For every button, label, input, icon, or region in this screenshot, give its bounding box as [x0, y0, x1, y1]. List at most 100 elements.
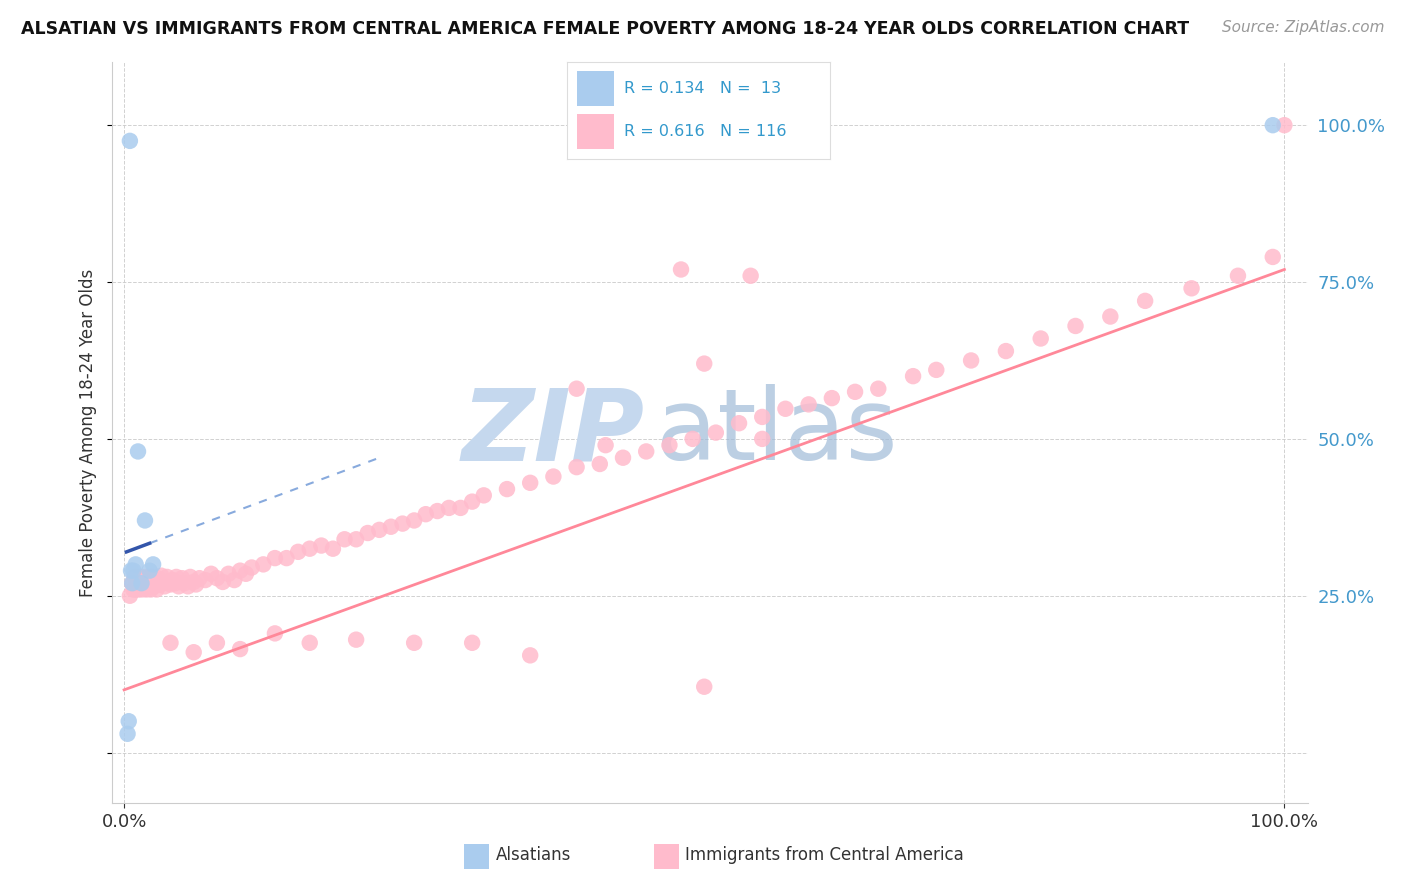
- Point: [118, 134, 141, 148]
- Point: [141, 570, 163, 584]
- Point: [125, 570, 148, 584]
- Point: [121, 576, 143, 591]
- Text: Immigrants from Central America: Immigrants from Central America: [685, 847, 963, 864]
- Point: [118, 714, 141, 729]
- Point: [704, 425, 727, 440]
- Point: [368, 523, 391, 537]
- Point: [437, 500, 460, 515]
- Point: [1064, 318, 1087, 333]
- Point: [131, 576, 153, 591]
- Point: [138, 576, 160, 591]
- Point: [177, 579, 200, 593]
- Point: [131, 570, 153, 584]
- Point: [121, 576, 143, 591]
- Point: [357, 526, 380, 541]
- Point: [960, 353, 983, 368]
- Point: [404, 636, 426, 650]
- Point: [145, 582, 167, 597]
- Point: [194, 573, 217, 587]
- Point: [595, 438, 617, 452]
- Point: [821, 391, 844, 405]
- Point: [264, 626, 287, 640]
- Point: [728, 416, 751, 430]
- Point: [129, 576, 152, 591]
- Point: [775, 401, 797, 416]
- Point: [132, 579, 155, 593]
- Point: [122, 564, 145, 578]
- Text: Alsatians: Alsatians: [496, 847, 572, 864]
- Text: ALSATIAN VS IMMIGRANTS FROM CENTRAL AMERICA FEMALE POVERTY AMONG 18-24 YEAR OLDS: ALSATIAN VS IMMIGRANTS FROM CENTRAL AMER…: [21, 20, 1189, 37]
- Point: [450, 500, 472, 515]
- Point: [136, 579, 159, 593]
- Point: [240, 560, 263, 574]
- Point: [901, 369, 924, 384]
- Point: [276, 551, 298, 566]
- Point: [183, 645, 205, 659]
- Point: [589, 457, 612, 471]
- Text: ZIP: ZIP: [461, 384, 644, 481]
- Y-axis label: Female Poverty Among 18-24 Year Olds: Female Poverty Among 18-24 Year Olds: [79, 268, 97, 597]
- Point: [461, 494, 484, 508]
- Point: [134, 573, 156, 587]
- Point: [136, 570, 159, 584]
- Point: [391, 516, 413, 531]
- Point: [693, 680, 716, 694]
- Point: [235, 566, 257, 581]
- Point: [131, 576, 153, 591]
- Point: [188, 571, 211, 585]
- Point: [1133, 293, 1156, 308]
- Point: [298, 541, 321, 556]
- Point: [565, 382, 588, 396]
- Point: [461, 636, 484, 650]
- Point: [127, 444, 149, 458]
- Point: [125, 582, 148, 597]
- Point: [682, 432, 704, 446]
- Point: [543, 469, 565, 483]
- Point: [150, 568, 173, 582]
- Point: [153, 579, 176, 593]
- Point: [143, 579, 166, 593]
- Point: [658, 438, 681, 452]
- Text: atlas: atlas: [657, 384, 898, 481]
- Point: [138, 573, 160, 587]
- Point: [311, 539, 333, 553]
- Point: [1226, 268, 1249, 283]
- Point: [179, 570, 201, 584]
- Point: [162, 573, 184, 587]
- Point: [1029, 331, 1052, 345]
- Point: [333, 533, 356, 547]
- Point: [519, 475, 541, 490]
- Point: [751, 432, 773, 446]
- Point: [125, 558, 148, 572]
- Point: [139, 582, 162, 597]
- Point: [120, 564, 142, 578]
- Point: [252, 558, 274, 572]
- Point: [404, 513, 426, 527]
- Point: [1180, 281, 1202, 295]
- Point: [205, 571, 228, 585]
- Point: [122, 582, 145, 597]
- Point: [380, 520, 402, 534]
- Point: [148, 574, 170, 589]
- Point: [131, 582, 153, 597]
- Text: Source: ZipAtlas.com: Source: ZipAtlas.com: [1222, 20, 1385, 35]
- Point: [184, 577, 207, 591]
- Point: [135, 582, 157, 597]
- Point: [165, 576, 187, 591]
- Point: [415, 507, 437, 521]
- Point: [172, 571, 194, 585]
- Point: [211, 574, 233, 589]
- Point: [496, 482, 519, 496]
- Point: [138, 564, 160, 578]
- Point: [145, 576, 167, 591]
- Point: [149, 577, 172, 591]
- Point: [224, 573, 246, 587]
- Point: [612, 450, 634, 465]
- Point: [157, 574, 180, 589]
- Point: [693, 357, 716, 371]
- Point: [150, 576, 173, 591]
- Point: [287, 545, 309, 559]
- Point: [797, 397, 820, 411]
- Point: [229, 642, 252, 657]
- Point: [167, 579, 190, 593]
